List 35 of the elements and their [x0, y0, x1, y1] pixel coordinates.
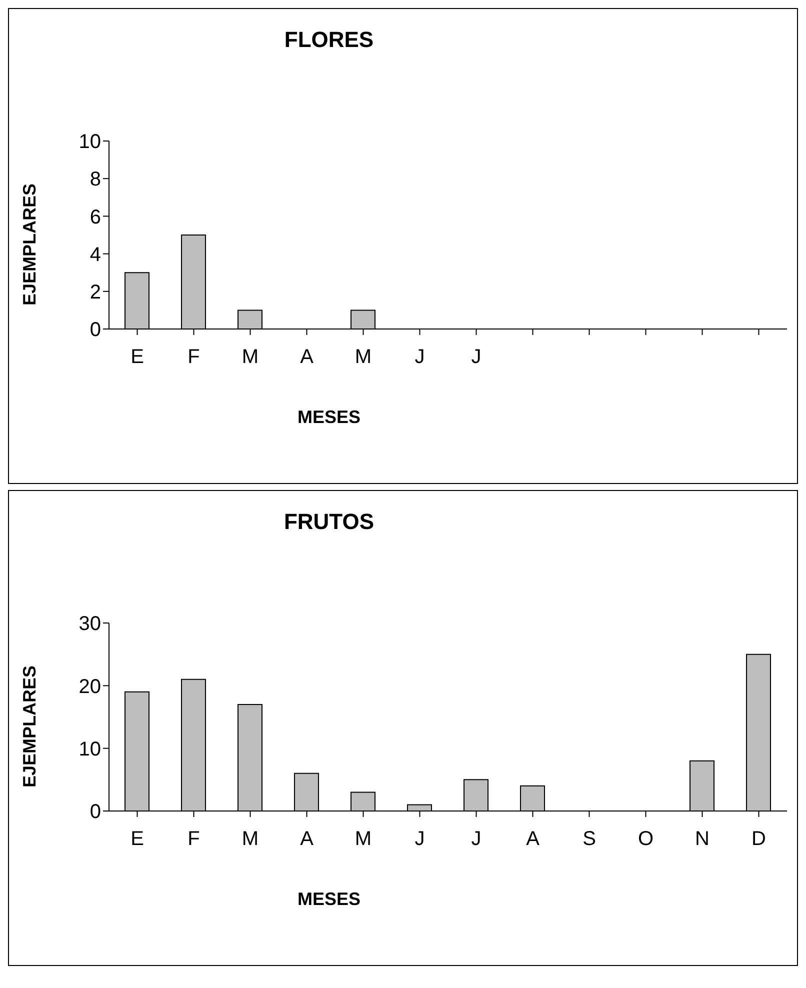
x-tick-label: D	[752, 828, 766, 850]
x-tick-label: M	[354, 346, 372, 368]
x-tick-label: S	[582, 828, 596, 850]
x-axis-title: MESES	[296, 407, 362, 428]
y-tick-label: 0	[90, 801, 101, 824]
x-tick-label: M	[242, 346, 259, 368]
y-axis-title: EJEMPLARES	[20, 664, 40, 790]
x-tick-label: M	[354, 828, 372, 850]
y-tick-label: 10	[78, 131, 101, 154]
y-tick-label: 8	[90, 168, 101, 191]
y-tick-label: 6	[90, 206, 101, 228]
y-tick-label: 30	[78, 613, 101, 636]
x-tick-label: A	[526, 828, 540, 850]
y-tick-label: 10	[78, 738, 101, 760]
x-tick-label: J	[414, 346, 425, 368]
x-tick-label: A	[300, 828, 314, 850]
y-tick-label: 20	[78, 676, 101, 698]
x-tick-label: E	[130, 828, 144, 850]
x-tick-label: N	[695, 828, 710, 850]
x-tick-label: O	[638, 828, 654, 850]
chart-title: FLORES	[283, 27, 375, 53]
x-tick-label: J	[414, 828, 425, 850]
x-tick-label: J	[471, 828, 482, 850]
x-axis-title: MESES	[296, 889, 362, 910]
x-tick-label: F	[188, 346, 200, 368]
y-tick-label: 2	[90, 282, 101, 304]
x-tick-label: E	[130, 346, 144, 368]
x-tick-label: J	[471, 346, 482, 368]
y-axis-title: EJEMPLARES	[20, 182, 40, 308]
y-tick-label: 4	[90, 244, 101, 266]
x-tick-label: A	[300, 346, 314, 368]
x-tick-label: M	[242, 828, 259, 850]
x-tick-label: F	[188, 828, 200, 850]
y-tick-label: 0	[90, 319, 101, 342]
chart-title: FRUTOS	[282, 509, 376, 535]
